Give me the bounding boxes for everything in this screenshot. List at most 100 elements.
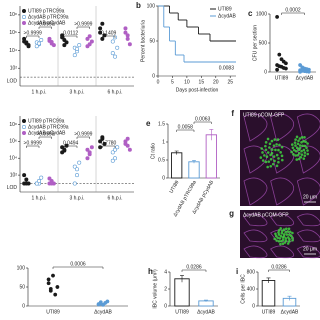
y-tick-label: 0.5 bbox=[158, 157, 165, 163]
y-tick-label: 2 bbox=[164, 286, 167, 292]
bar bbox=[205, 134, 217, 179]
data-point bbox=[34, 181, 39, 186]
data-point bbox=[275, 67, 280, 72]
p-value: 0.0083 bbox=[219, 65, 235, 71]
error-bar bbox=[174, 150, 179, 155]
p-value: 0.0063 bbox=[195, 116, 211, 122]
significance-bracket bbox=[102, 145, 116, 148]
data-point bbox=[115, 145, 120, 150]
x-tick-label: UTI89 bbox=[46, 309, 60, 315]
significance-bracket bbox=[64, 35, 78, 38]
gfp-signal bbox=[294, 149, 298, 153]
significance-bracket bbox=[76, 26, 90, 29]
cell-outline bbox=[270, 113, 295, 142]
data-point bbox=[100, 21, 105, 26]
gfp-signal bbox=[288, 238, 291, 241]
data-point bbox=[36, 179, 41, 184]
data-point bbox=[275, 14, 280, 19]
gfp-signal bbox=[292, 153, 295, 156]
cell-outline bbox=[243, 145, 268, 174]
group-label: 6 h.p.i. bbox=[107, 89, 122, 95]
data-point bbox=[283, 66, 288, 71]
x-tick-label: ΔcydAB bbox=[94, 309, 112, 315]
legend-marker bbox=[21, 119, 26, 124]
data-point bbox=[87, 34, 92, 39]
data-point bbox=[24, 177, 29, 182]
x-tick-label: UTI89 bbox=[262, 309, 276, 315]
data-point bbox=[60, 33, 65, 38]
gfp-signal bbox=[277, 228, 281, 232]
significance-bracket bbox=[176, 129, 195, 132]
data-point bbox=[113, 147, 118, 152]
cell-outline bbox=[243, 177, 268, 206]
image-label: UTI89 pCOM-GFP bbox=[243, 112, 285, 118]
gfp-signal bbox=[270, 148, 274, 151]
significance-bracket bbox=[26, 145, 40, 148]
significance-bracket bbox=[193, 121, 212, 124]
data-point bbox=[113, 54, 118, 59]
legend-label: ΔcydAB bbox=[218, 13, 236, 19]
data-point bbox=[87, 150, 92, 155]
y-tick-label: 0 bbox=[264, 69, 267, 75]
gfp-signal bbox=[280, 239, 283, 243]
gfp-signal bbox=[291, 238, 294, 242]
significance-bracket bbox=[181, 269, 207, 272]
data-point bbox=[64, 143, 69, 148]
gfp-signal bbox=[290, 143, 294, 146]
gfp-signal bbox=[302, 148, 306, 152]
p-value: 0.0494 bbox=[63, 140, 79, 146]
y-tick-label: 10² bbox=[10, 66, 18, 72]
data-point bbox=[89, 145, 94, 150]
panel-letter: e bbox=[146, 119, 151, 128]
legend-marker bbox=[21, 15, 26, 20]
significance-bracket bbox=[268, 269, 290, 272]
data-point bbox=[98, 139, 103, 144]
panel-letter: g bbox=[229, 209, 234, 218]
gfp-signal bbox=[264, 160, 268, 164]
image-label: ΔcydAB pCOM-GFP bbox=[243, 212, 289, 218]
gfp-signal bbox=[273, 237, 276, 241]
legend-label: UTI89 bbox=[218, 6, 232, 12]
gfp-signal bbox=[265, 155, 269, 159]
gfp-signal bbox=[291, 146, 295, 150]
cell-outline bbox=[243, 229, 268, 243]
y-tick-label: 10⁶ bbox=[9, 30, 17, 36]
gfp-signal bbox=[280, 154, 284, 158]
micrograph bbox=[240, 110, 320, 206]
gfp-signal bbox=[281, 236, 285, 239]
gfp-signal bbox=[274, 148, 277, 152]
gfp-signal bbox=[277, 231, 280, 234]
image-background bbox=[240, 110, 320, 206]
gfp-signal bbox=[266, 151, 270, 154]
gfp-signal bbox=[297, 157, 301, 161]
x-tick-label: 5 bbox=[171, 79, 174, 85]
data-point bbox=[60, 145, 65, 150]
y-axis-label: IBC volume (μm³) bbox=[152, 269, 158, 309]
x-axis-label: Days post-infection bbox=[176, 87, 219, 93]
data-point bbox=[98, 301, 103, 306]
gfp-signal bbox=[279, 242, 282, 246]
gfp-signal bbox=[294, 138, 297, 141]
y-tick-label: 10² bbox=[10, 172, 18, 178]
cell-outline bbox=[296, 229, 320, 243]
gfp-signal bbox=[280, 145, 284, 149]
gfp-signal bbox=[276, 236, 279, 239]
p-value: 0.0286 bbox=[271, 264, 287, 270]
data-point bbox=[62, 43, 67, 48]
data-point bbox=[62, 37, 67, 42]
data-point bbox=[113, 156, 118, 161]
gfp-signal bbox=[278, 143, 281, 147]
significance-bracket bbox=[281, 12, 305, 15]
data-point bbox=[72, 164, 77, 169]
y-axis-label: Cells per IBC bbox=[240, 274, 246, 304]
y-axis-label: Ct ratio bbox=[150, 143, 156, 159]
data-point bbox=[127, 147, 132, 152]
error-bar bbox=[204, 299, 208, 302]
p-value: >0.9999 bbox=[74, 131, 92, 137]
gfp-signal bbox=[275, 153, 279, 157]
y-tick-label: 50 bbox=[149, 38, 155, 44]
panel-letter: f bbox=[231, 109, 234, 118]
x-tick-label: 25 bbox=[227, 79, 233, 85]
